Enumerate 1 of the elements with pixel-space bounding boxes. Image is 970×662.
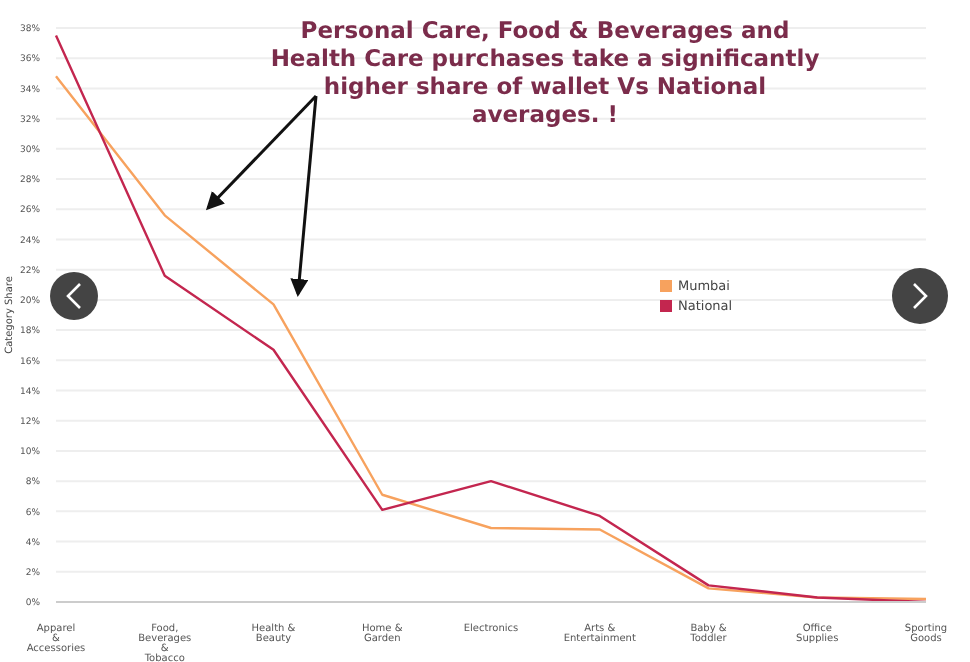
text: Personal Care, Food & Beverages and Health Care purchases take a significantly higher share of wallet Vs National averages. ! <box>268 16 822 128</box>
